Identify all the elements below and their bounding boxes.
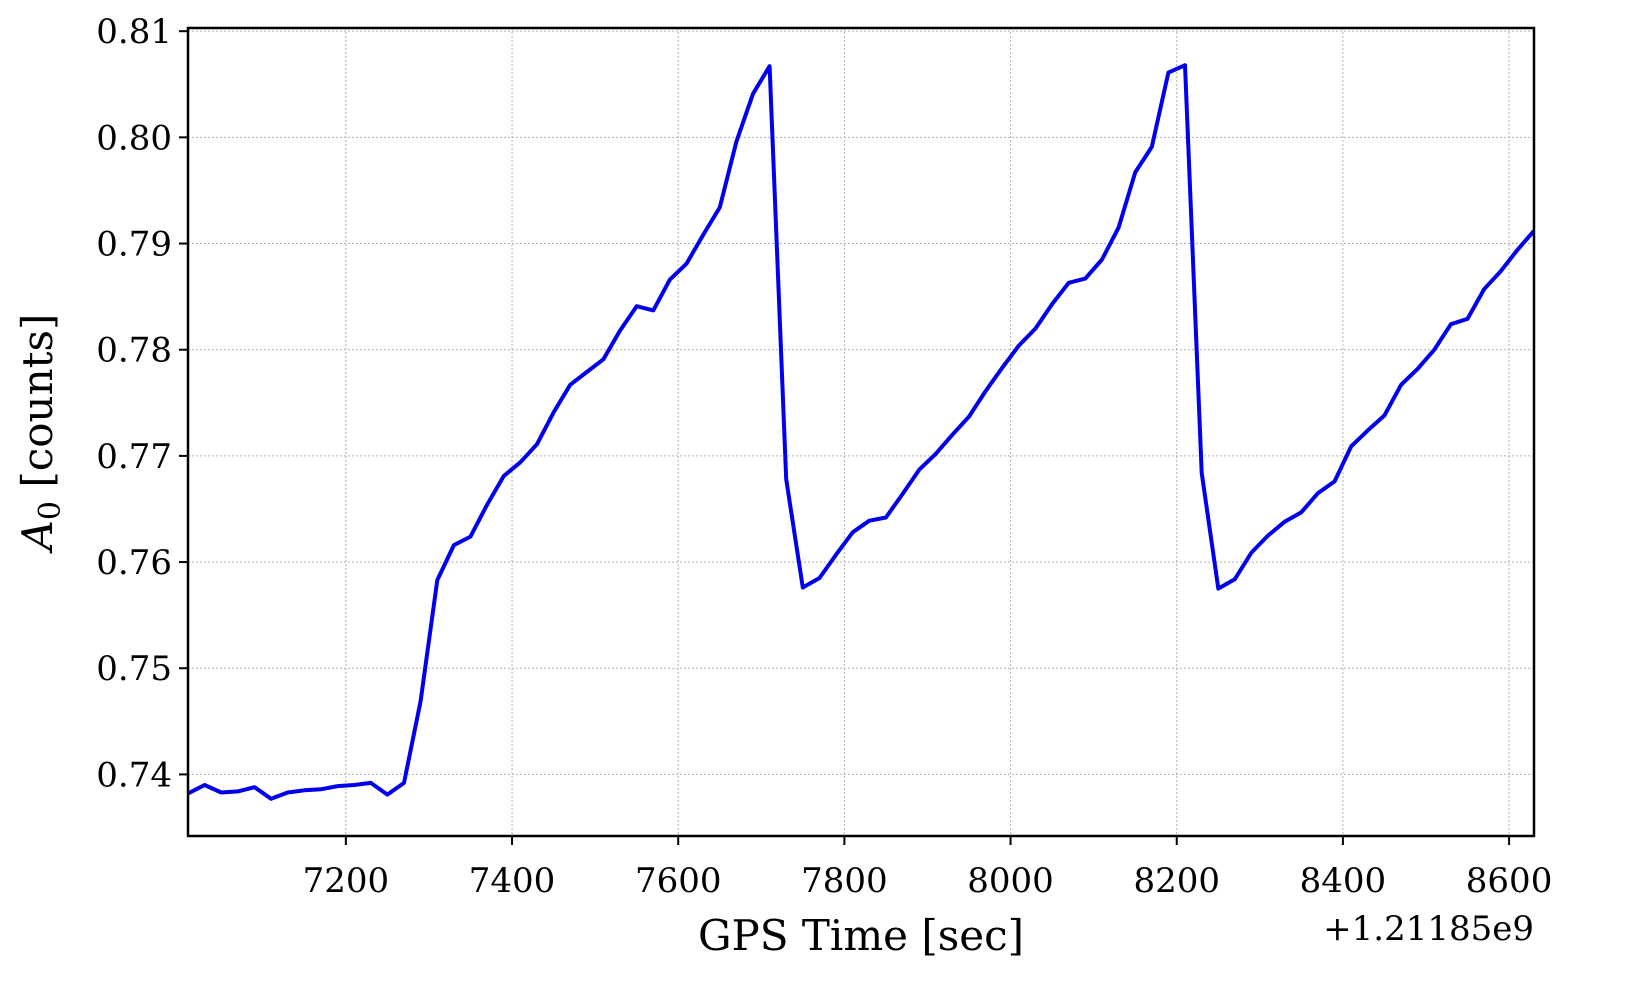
x-tick-label: 7400 xyxy=(469,861,556,901)
x-tick-label: 8200 xyxy=(1133,861,1220,901)
x-axis-ticks: 7200 7400 7600 7800 8000 8200 8400 8600 xyxy=(303,836,1553,901)
x-tick-label: 8600 xyxy=(1466,861,1553,901)
x-tick-label: 8000 xyxy=(967,861,1054,901)
x-tick-label: 7600 xyxy=(635,861,722,901)
x-axis-offset-label: +1.21185e9 xyxy=(1323,909,1534,949)
y-tick-label: 0.80 xyxy=(96,118,172,158)
y-tick-label: 0.81 xyxy=(96,12,172,52)
y-axis-title: A0 [counts] xyxy=(13,314,68,555)
y-tick-label: 0.76 xyxy=(96,543,172,583)
series-line xyxy=(188,63,1534,801)
series-layer xyxy=(188,63,1534,801)
x-tick-label: 7200 xyxy=(303,861,390,901)
grid-lines xyxy=(188,28,1534,836)
y-tick-label: 0.74 xyxy=(96,755,172,795)
x-axis-title: GPS Time [sec] xyxy=(698,911,1024,960)
y-axis-title-subscript: 0 xyxy=(33,501,68,520)
y-tick-label: 0.79 xyxy=(96,225,172,265)
y-tick-label: 0.78 xyxy=(96,331,172,371)
y-tick-label: 0.77 xyxy=(96,437,172,477)
x-tick-label: 7800 xyxy=(801,861,888,901)
y-tick-label: 0.75 xyxy=(96,649,172,689)
y-axis-title-rest: [counts] xyxy=(13,314,62,501)
x-tick-label: 8400 xyxy=(1300,861,1387,901)
y-axis-title-base: A xyxy=(13,520,62,554)
y-axis-ticks: 0.74 0.75 0.76 0.77 0.78 0.79 0.80 0.81 xyxy=(96,12,188,795)
plot-frame xyxy=(186,26,1536,838)
